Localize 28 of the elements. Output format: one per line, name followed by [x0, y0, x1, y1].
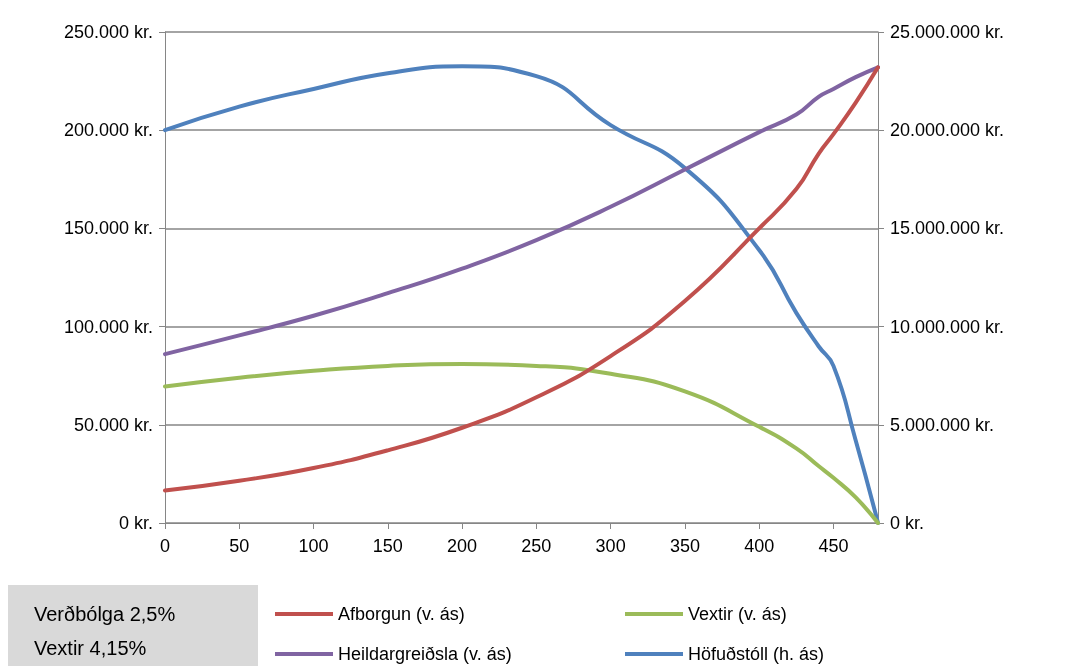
y-tick-label: 200.000 kr.	[63, 120, 153, 141]
y2-tick-label: 25.000.000 kr.	[890, 22, 1005, 42]
x-tick-label: 200	[447, 536, 478, 556]
text: Vextir 4,15%	[34, 637, 147, 659]
x-tick-label: 0	[159, 536, 171, 556]
x-tick-label: 400	[744, 536, 775, 556]
y-tick-label: 50.000 kr.	[73, 414, 153, 435]
x-tick-label: 300	[595, 536, 626, 556]
x-tick-label: 150	[372, 536, 403, 556]
legend-label: Höfuðstóll (h. ás)	[688, 644, 825, 664]
y2-tick-label: 0 kr.	[890, 513, 925, 533]
x-tick-label: 450	[818, 536, 849, 556]
y2-tick-label: 20.000.000 kr.	[890, 120, 1005, 141]
x-tick-label: 100	[298, 536, 329, 556]
y-tick-label: 250.000 kr.	[63, 22, 153, 42]
x-tick-label: 350	[669, 536, 700, 556]
legend-label: Afborgun (v. ás)	[338, 604, 465, 624]
legend-label: Vextir (v. ás)	[688, 604, 787, 624]
y2-tick-label: 15.000.000 kr.	[890, 218, 1005, 239]
legend-label: Heildargreiðsla (v. ás)	[338, 644, 512, 664]
x-tick-label: 50	[229, 536, 250, 556]
y-tick-label: 0 kr.	[118, 513, 153, 533]
text: Verðbólga 2,5%	[34, 603, 176, 625]
x-tick-label: 250	[521, 536, 552, 556]
y2-tick-label: 5.000.000 kr.	[890, 414, 995, 435]
y-tick-label: 150.000 kr.	[63, 218, 153, 239]
y2-tick-label: 10.000.000 kr.	[890, 316, 1005, 337]
y-tick-label: 100.000 kr.	[63, 316, 153, 337]
